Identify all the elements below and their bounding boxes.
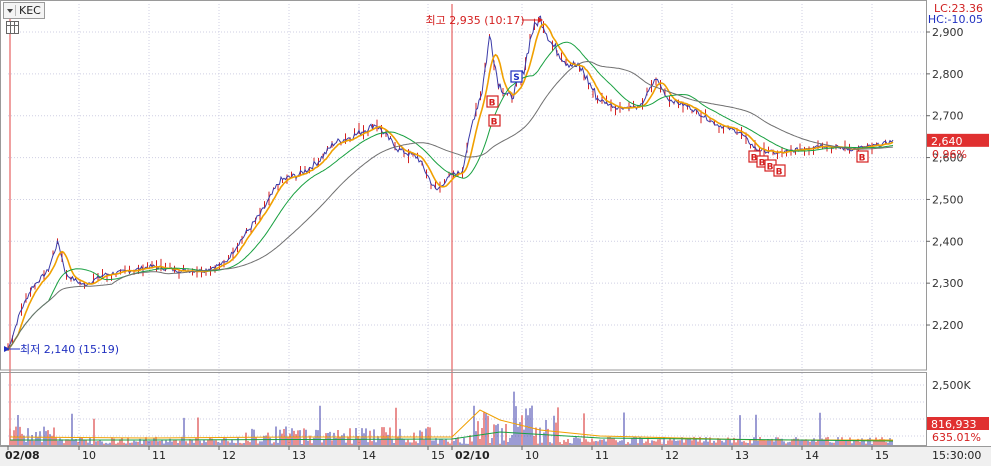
time-tick-label: 12	[222, 449, 236, 462]
price-pane-border	[0, 0, 927, 371]
lc-readout: LC:23.36	[933, 2, 983, 15]
price-tick-label: 2,600	[932, 152, 964, 165]
time-tick-label: 10	[525, 449, 539, 462]
time-tick-label: 02/08	[5, 449, 40, 462]
volume-ma-long	[10, 431, 894, 442]
time-axis-background	[0, 446, 991, 466]
price-tick-label: 2,200	[932, 319, 964, 332]
volume-ratio-label: 635.01%	[932, 431, 981, 444]
low-annotation: 최저 2,140 (15:19)	[20, 343, 119, 356]
ma5-line	[7, 23, 894, 351]
buy-marker-label: B	[776, 168, 783, 178]
sell-marker	[510, 70, 523, 83]
time-tick-label: 12	[665, 449, 679, 462]
current-price-label: 2,640	[931, 135, 963, 148]
buy-marker	[486, 95, 499, 108]
high-annotation: 최고 2,935 (10:17)	[425, 14, 524, 27]
sell-marker-label: S	[513, 73, 519, 83]
low-marker-left	[4, 346, 10, 352]
symbol-label: KEC	[19, 4, 41, 17]
chart-grid	[8, 4, 926, 445]
buy-marker-label: B	[489, 99, 496, 109]
time-tick-label: 14	[362, 449, 376, 462]
price-tick-label: 2,700	[932, 110, 964, 123]
ma60-line	[7, 60, 894, 351]
buy-marker-label: B	[859, 154, 866, 164]
price-tick-label: 2,500	[932, 193, 964, 206]
time-tick-label: 14	[805, 449, 819, 462]
time-tick-label: 15	[431, 449, 445, 462]
buy-marker	[773, 164, 786, 177]
price-tick-label: 2,300	[932, 277, 964, 290]
current-price-box	[927, 133, 989, 147]
hc-readout: HC:-10.05	[927, 13, 983, 26]
buy-marker	[856, 150, 869, 163]
current-volume-label: 816,933	[931, 418, 977, 431]
time-tick-label: 10	[82, 449, 96, 462]
ma20-line	[7, 41, 894, 351]
time-tick-label: 15	[875, 449, 889, 462]
price-tick-label: 2,400	[932, 235, 964, 248]
plot-background	[0, 0, 926, 466]
time-axis-end-label: 15:30:00	[932, 449, 981, 462]
high-arrow-head	[538, 17, 543, 23]
buy-marker-label: B	[751, 154, 758, 164]
time-tick-label: 13	[735, 449, 749, 462]
price-tick-label: 2,800	[932, 68, 964, 81]
time-tick-label: 11	[152, 449, 166, 462]
volume-pane	[9, 391, 894, 445]
time-tick-label: 11	[595, 449, 609, 462]
buy-marker-label: B	[759, 159, 766, 169]
grid-toggle-icon[interactable]	[6, 21, 19, 34]
price-tick-label: 2,900	[932, 26, 964, 39]
time-tick-label: 13	[292, 449, 306, 462]
price-change-label: 0.96%	[932, 148, 967, 161]
volume-ma-short	[9, 409, 893, 441]
price-pane	[7, 15, 894, 351]
buy-marker-label: B	[767, 163, 774, 173]
buy-marker-label: B	[491, 118, 498, 128]
current-volume-box	[927, 417, 989, 430]
dropdown-icon[interactable]	[6, 5, 16, 16]
time-tick-label: 02/10	[455, 449, 490, 462]
volume-tick-label: 2,500K	[932, 379, 971, 392]
buy-marker	[488, 114, 501, 127]
volume-pane-border	[0, 372, 927, 446]
symbol-selector[interactable]: KEC	[3, 2, 45, 19]
